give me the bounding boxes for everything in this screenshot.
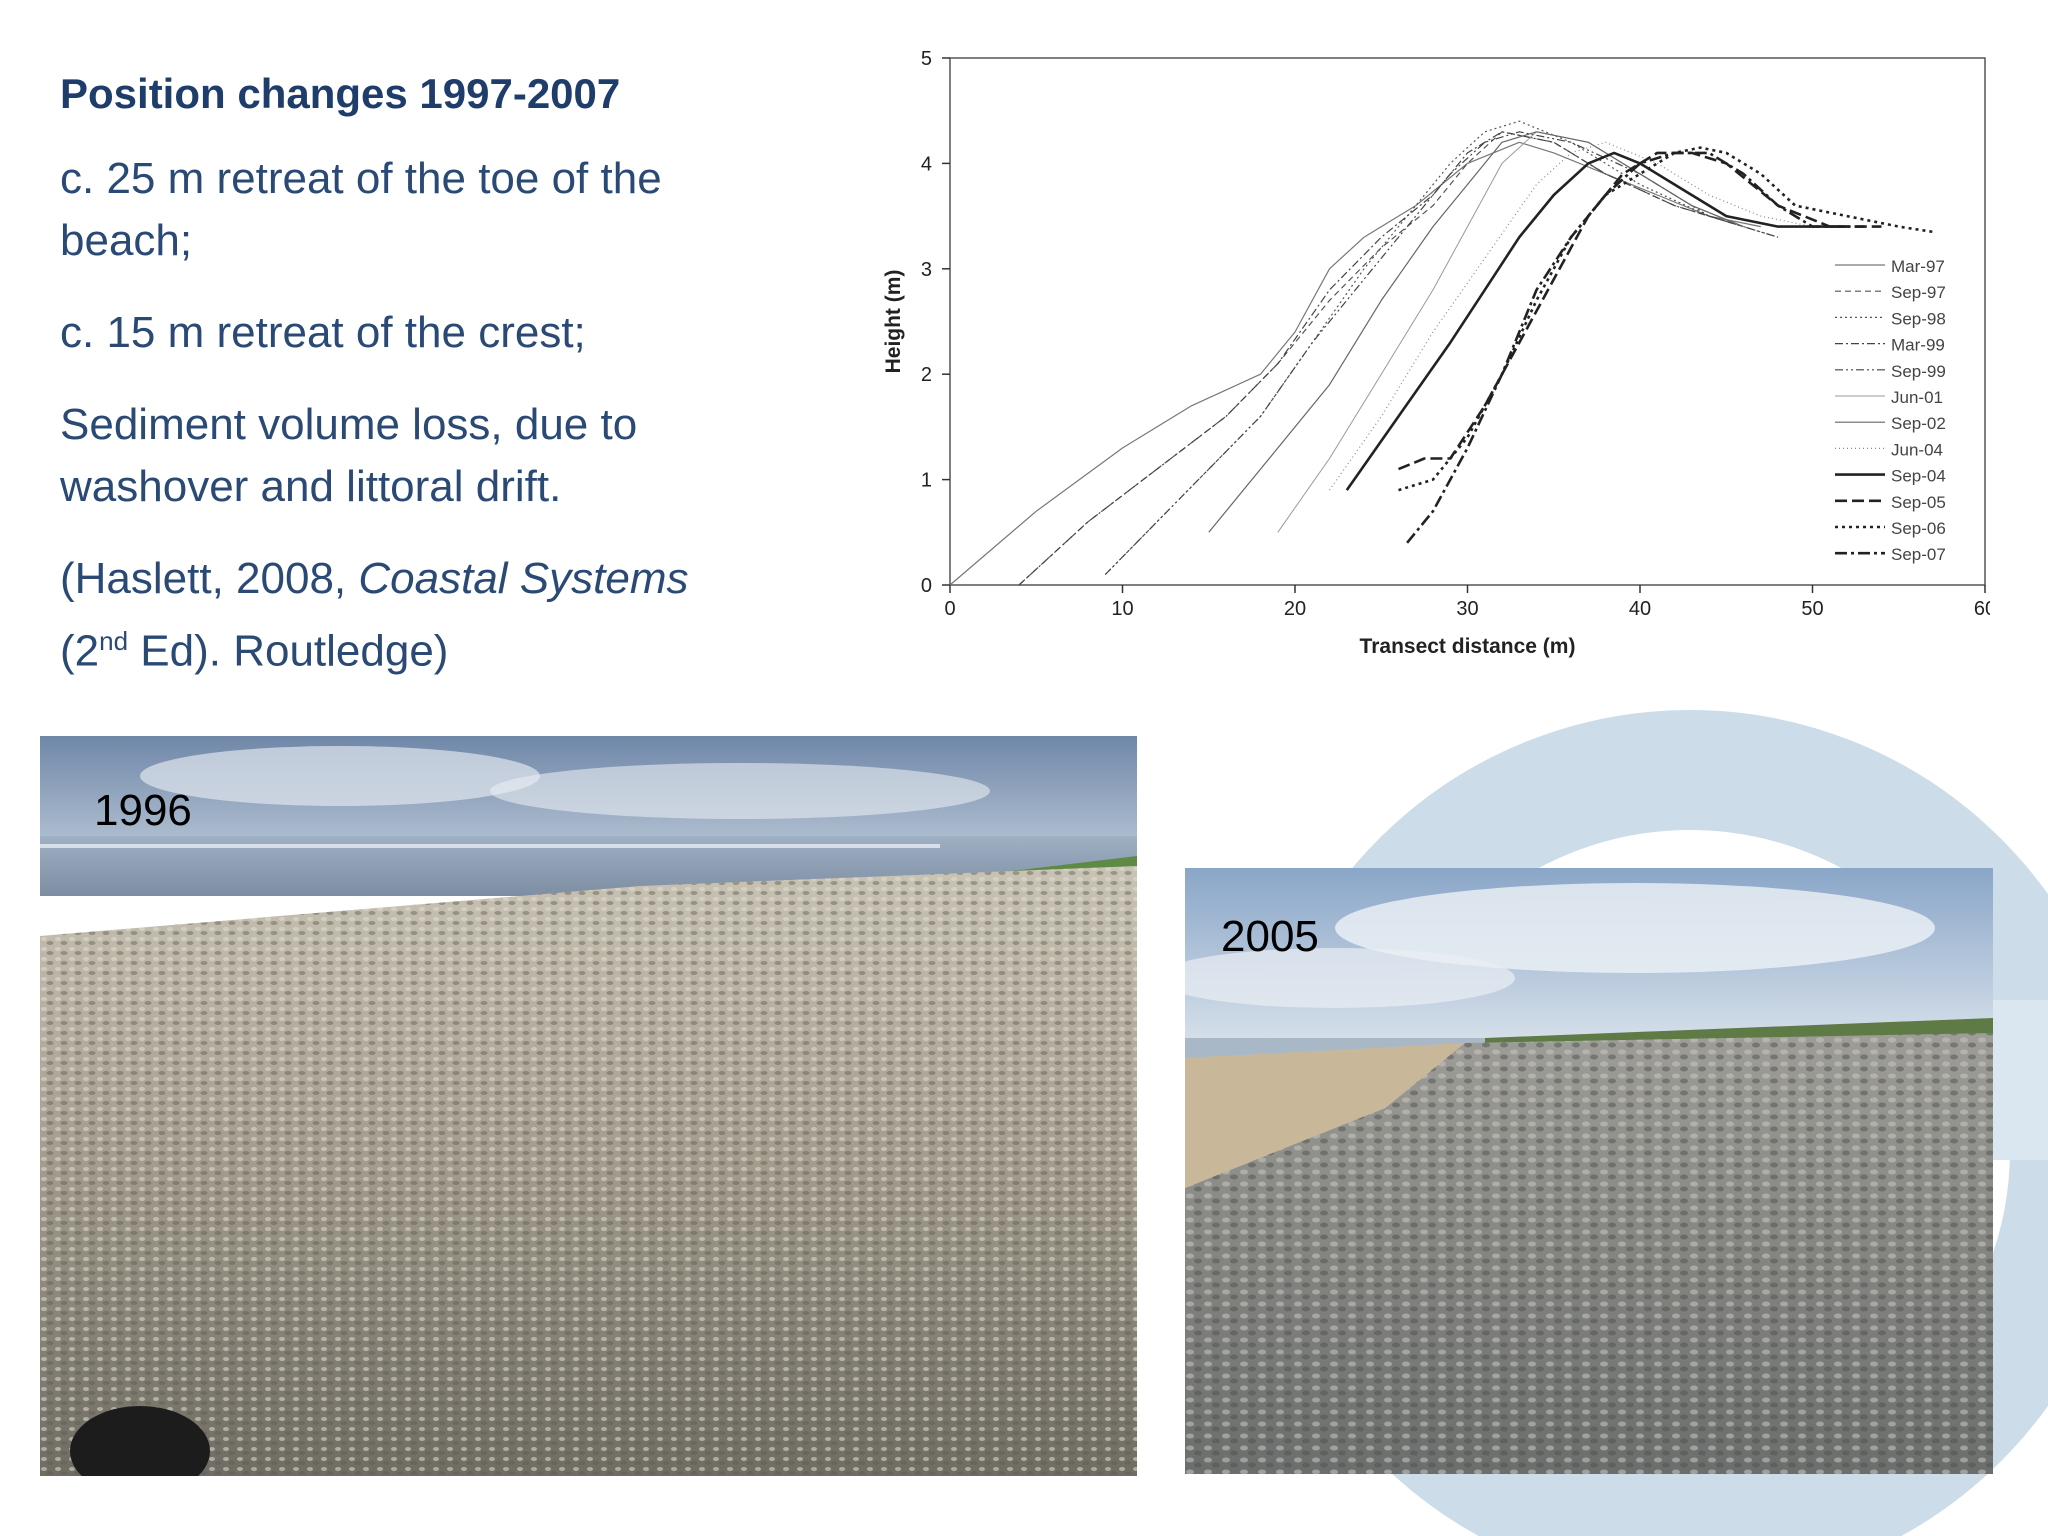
x-tick-label: 60 (1974, 598, 1990, 620)
legend-label: Mar-97 (1891, 257, 1945, 276)
x-tick-label: 20 (1284, 598, 1306, 620)
x-tick-label: 0 (944, 598, 955, 620)
photo-2005: 2005 (1185, 868, 1993, 1474)
profile-chart: 0 10 20 30 40 50 60 0 1 2 3 4 5 Transect distance (m)… (882, 48, 1990, 658)
slide-text: Position changes 1997-2007 c. 25 m retre… (60, 70, 760, 713)
legend-label: Sep-02 (1891, 414, 1946, 433)
photo-year-label: 2005 (1221, 912, 1319, 961)
x-tick-label: 10 (1111, 598, 1133, 620)
slide-title: Position changes 1997-2007 (60, 70, 621, 117)
series-line-sep-04 (1345, 151, 1847, 491)
bullet-toe-retreat: c. 25 m retreat of the toe of the beach; (60, 154, 662, 265)
legend-label: Sep-05 (1891, 493, 1946, 512)
series-line-sep-02 (1208, 131, 1744, 533)
legend-label: Sep-04 (1891, 467, 1946, 486)
photo-year-label: 1996 (94, 786, 192, 835)
citation-part1: (Haslett, 2008, (60, 554, 359, 603)
y-tick-label: 3 (921, 259, 932, 281)
citation-superscript: nd (99, 626, 129, 656)
citation: (Haslett, 2008, Coastal Systems (2nd Ed).… (60, 548, 760, 683)
legend-label: Sep-98 (1891, 309, 1946, 328)
plot-frame (949, 57, 1986, 586)
bullet-crest-retreat: c. 15 m retreat of the crest; (60, 308, 586, 357)
y-tick-label: 5 (921, 48, 932, 70)
x-axis-label: Transect distance (m) (1360, 635, 1576, 658)
y-tick-label: 2 (921, 364, 932, 386)
citation-part2b: Ed). Routledge) (128, 626, 449, 676)
legend-label: Sep-99 (1891, 362, 1946, 381)
series-line-jun-04 (1329, 141, 1813, 491)
series-line-mar-97 (949, 141, 1761, 586)
x-tick-label: 30 (1456, 598, 1478, 620)
x-tick-label: 40 (1629, 598, 1651, 620)
y-tick-label: 0 (921, 575, 932, 597)
legend-label: Sep-06 (1891, 519, 1946, 538)
gravel-beach-photo-icon (40, 736, 1137, 1476)
legend-label: Sep-97 (1891, 283, 1946, 302)
bullet-volume-loss: Sediment volume loss, due to washover an… (60, 400, 638, 511)
legend-label: Sep-07 (1891, 545, 1946, 564)
y-axis-label: Height (m) (882, 270, 905, 374)
x-tick-label: 50 (1801, 598, 1823, 620)
citation-part2a: (2 (60, 626, 100, 676)
series-line-sep-07 (1406, 151, 1865, 544)
citation-book-title: Coastal Systems (358, 554, 689, 603)
legend-label: Jun-04 (1891, 440, 1943, 459)
legend-label: Jun-01 (1891, 388, 1943, 407)
photo-1996: 1996 (40, 736, 1137, 1476)
y-tick-label: 4 (921, 153, 932, 175)
gravel-beach-photo-icon (1185, 868, 1993, 1474)
series-line-mar-99 (1018, 131, 1744, 586)
legend-label: Mar-99 (1891, 336, 1945, 355)
series-line-sep-06 (1398, 146, 1934, 492)
series-line-sep-98 (1104, 120, 1779, 575)
y-tick-label: 1 (921, 470, 932, 492)
